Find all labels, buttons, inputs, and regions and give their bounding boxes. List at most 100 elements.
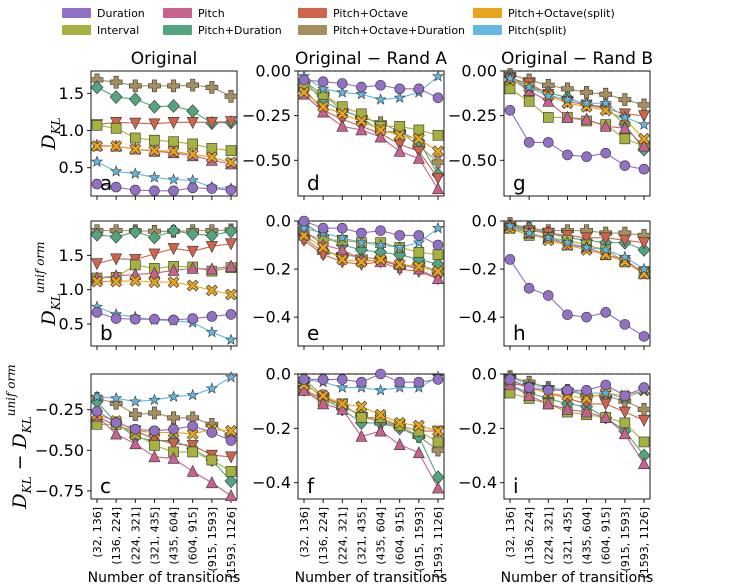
data-point (355, 255, 368, 268)
data-point (90, 390, 104, 402)
data-point (542, 385, 554, 396)
data-point (168, 423, 179, 435)
data-point (638, 132, 650, 145)
xtick-label: (32, 136] (298, 507, 311, 558)
data-point (599, 232, 612, 245)
xtick-label: (136, 224] (110, 507, 123, 565)
series-pitch-octave-duration (90, 73, 238, 103)
data-point (167, 451, 180, 464)
legend-swatch (473, 8, 502, 18)
data-point (638, 331, 650, 342)
data-point (109, 90, 123, 104)
series-pitch-octave-split (298, 229, 444, 278)
xtick-label: (321, 435] (148, 507, 161, 565)
data-point (619, 133, 631, 145)
data-point (393, 241, 406, 253)
data-point (432, 239, 444, 251)
x-axis-labels: Number of transitions Number of transitio… (88, 570, 654, 584)
data-point (225, 309, 237, 320)
legend-label: Pitch+Octave+Duration (333, 24, 465, 37)
legend-label: Pitch+Octave (333, 7, 408, 20)
data-point (205, 476, 218, 489)
data-point (186, 78, 200, 92)
data-point (599, 87, 613, 101)
data-point (600, 307, 612, 318)
xtick-label: (915, 1593] (206, 507, 219, 572)
data-point (205, 241, 218, 254)
data-point (523, 283, 535, 294)
data-point (205, 284, 218, 297)
data-point (523, 226, 536, 239)
data-point (599, 386, 612, 399)
data-point (317, 100, 330, 113)
series-line (96, 376, 232, 403)
data-point (148, 393, 161, 406)
data-point (600, 379, 612, 391)
ytick-label: −0.50 (35, 441, 84, 460)
y-axis-label-part: D (9, 493, 31, 509)
data-point (618, 406, 631, 419)
data-point (205, 151, 218, 164)
data-point (619, 417, 631, 429)
data-point (638, 237, 650, 250)
data-point (619, 319, 631, 330)
data-point (356, 227, 367, 239)
data-point (504, 254, 516, 265)
data-point (638, 382, 650, 393)
data-point (129, 313, 141, 325)
panel-letter: e (307, 321, 319, 345)
data-point (374, 383, 387, 396)
legend-label: Interval (97, 24, 139, 37)
data-point (110, 417, 122, 429)
data-point (637, 403, 651, 416)
data-point (224, 474, 238, 489)
data-point (413, 83, 425, 95)
data-point (149, 185, 160, 197)
data-point (109, 229, 123, 244)
series-pitch-duration (90, 223, 238, 245)
legend: Duration Interval Pitch Pitch+Duration Pitch… (62, 7, 615, 37)
data-point (413, 376, 425, 388)
series-interval (91, 120, 237, 156)
y-axis-label-row-3: DKL − DKLunif orm (4, 364, 34, 509)
data-point (186, 104, 200, 119)
data-point (432, 272, 444, 284)
data-point (504, 374, 516, 385)
data-point (149, 425, 160, 437)
data-point (110, 165, 123, 177)
panel-g: 0.00 −0.25 −0.50 g (448, 62, 651, 200)
data-point (355, 87, 368, 100)
data-point (225, 259, 237, 272)
data-point (148, 230, 161, 245)
series-line (303, 75, 439, 101)
data-point (168, 185, 179, 197)
xtick-label: (321, 435] (561, 507, 574, 565)
legend-swatch (163, 8, 192, 18)
data-point (110, 181, 122, 193)
legend-entry-pitch-split: Pitch(split) (473, 24, 567, 37)
y-axis-label-part: KL (20, 476, 34, 494)
data-point (523, 382, 535, 393)
data-point (336, 374, 348, 385)
xtick-label: (224, 321] (129, 507, 142, 565)
data-point (317, 76, 329, 88)
data-point (129, 117, 142, 130)
data-point (393, 144, 406, 157)
series-pitch-split (90, 370, 238, 407)
data-point (619, 160, 631, 171)
data-point (187, 182, 199, 194)
data-point (206, 143, 218, 154)
panel-frame (90, 220, 238, 347)
data-point (599, 96, 612, 109)
data-point (298, 374, 310, 385)
ytick-label: −0.4 (458, 308, 497, 327)
series-duration (504, 254, 650, 342)
data-point (317, 222, 329, 234)
data-point (110, 275, 123, 288)
data-point (393, 416, 406, 429)
xtick-label: (32, 136] (504, 507, 517, 558)
ytick-label: −0.50 (448, 151, 497, 170)
data-point (186, 117, 199, 130)
data-point (356, 412, 367, 423)
